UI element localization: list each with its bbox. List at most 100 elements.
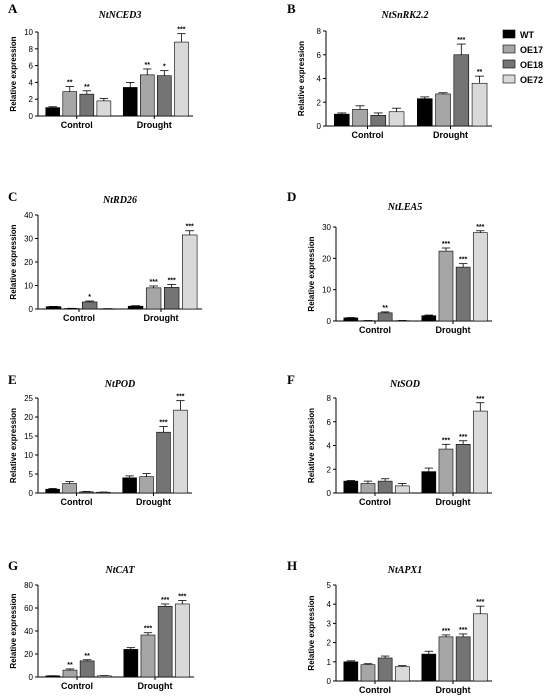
bar-oe72-control [394,485,410,494]
panel-letter: A [8,1,18,16]
category-label: Drought [137,120,172,130]
chart-title: NtCAT [105,565,136,576]
significance-label: *** [442,437,450,444]
y-axis-label: Relative expression [9,224,18,299]
bar-wt-control [45,306,62,310]
significance-label: ** [84,84,90,91]
bar-wt-drought [122,477,137,494]
category-label: Control [61,120,93,130]
bar-oe18-control [377,657,393,682]
bar-oe18-drought [157,605,173,678]
panel-letter: D [287,189,296,204]
y-axis-label: Relative expression [9,36,18,111]
category-label: Control [61,497,93,507]
significance-label: ** [67,662,73,669]
bar-wt-drought [416,98,433,127]
bar-oe18-drought [455,266,471,322]
bar-oe17-drought [140,634,156,678]
bar-wt-control [343,661,359,682]
bar-oe18-control [370,115,387,127]
legend-label: OE72 [520,75,543,85]
y-tick-label: 8 [317,27,322,36]
bar-oe18-control [79,491,94,494]
legend-label: WT [520,30,534,40]
panel-letter: F [287,372,295,387]
bar-oe17-control [360,664,376,682]
chart-title: NtSnRK2.2 [381,10,429,21]
legend-swatch-oe18 [502,59,516,69]
panel-letter: B [287,1,296,16]
legend-swatch-oe17 [502,44,516,54]
y-tick-label: 10 [322,286,331,295]
y-tick-label: 20 [24,258,33,267]
significance-label: *** [150,279,158,286]
y-tick-label: 60 [24,604,33,613]
bar-wt-drought [122,87,138,117]
category-label: Drought [136,497,171,507]
bar-wt-drought [123,649,139,678]
y-tick-label: 2 [327,639,332,648]
significance-label: ** [67,80,73,87]
bar-oe18-control [79,93,95,117]
bar-oe18-control [377,480,393,494]
category-label: Control [352,130,384,140]
chart-title: NtSOD [389,379,420,390]
chart-panel-d: D NtLEA5 Relative expression 0 10 20 30 Control… [287,189,492,335]
category-label: Drought [436,685,471,695]
y-axis-label: Relative expression [307,408,316,483]
bar-wt-drought [127,305,144,310]
significance-label: *** [476,599,484,606]
y-axis-label: Relative expression [307,236,316,311]
significance-label: * [163,64,166,71]
bar-wt-drought [421,471,437,494]
bar-oe18-drought [453,54,470,127]
significance-label: *** [459,627,467,634]
bar-oe18-drought [455,444,471,494]
chart-panel-g: G NtCAT Relative expression 0 20 40 60 80 Contro… [8,558,194,691]
y-tick-label: 10 [24,28,33,37]
y-tick-label: 2 [317,98,322,107]
bar-oe17-control [62,483,77,494]
panel-letter: G [8,558,18,573]
significance-label: *** [186,224,194,231]
bar-oe72-control [388,111,405,127]
panel-letter: C [8,189,17,204]
y-tick-label: 20 [322,254,331,263]
significance-label: *** [457,37,465,44]
bar-wt-drought [421,315,437,322]
y-tick-label: 0 [29,305,34,314]
y-tick-label: 10 [24,282,33,291]
y-tick-label: 0 [317,122,322,131]
bar-oe17-drought [140,74,155,117]
chart-panel-b: B NtSnRK2.2 Relative expression 0 2 4 6 8 Contro… [287,1,492,140]
significance-label: *** [459,257,467,264]
significance-label: *** [476,224,484,231]
bar-oe18-drought [163,287,180,310]
y-tick-label: 4 [327,600,332,609]
bar-oe72-drought [472,232,488,322]
panel-letter: E [8,372,17,387]
significance-label: *** [159,420,167,427]
significance-label: ** [382,305,388,312]
chart-title: NtPOD [104,379,136,390]
panel-letter: H [287,558,297,573]
category-label: Control [359,497,391,507]
bar-oe72-drought [472,410,488,494]
bar-oe18-control [81,301,98,310]
category-label: Drought [436,325,471,335]
bar-oe72-drought [472,613,488,682]
y-tick-label: 5 [327,581,332,590]
significance-label: *** [144,626,152,633]
y-tick-label: 0 [29,112,34,121]
bar-oe17-control [62,91,78,117]
chart-panel-e: E NtPOD Relative expression 0 5 10 15 20 25 Contr… [8,372,192,507]
category-label: Drought [436,497,471,507]
y-tick-label: 0 [29,673,34,682]
y-tick-label: 20 [24,650,33,659]
bar-oe18-control [79,660,95,678]
bar-wt-control [333,113,350,127]
chart-title: NtAPX1 [387,565,422,576]
bar-oe18-drought [157,75,172,117]
bar-oe17-control [360,483,376,494]
